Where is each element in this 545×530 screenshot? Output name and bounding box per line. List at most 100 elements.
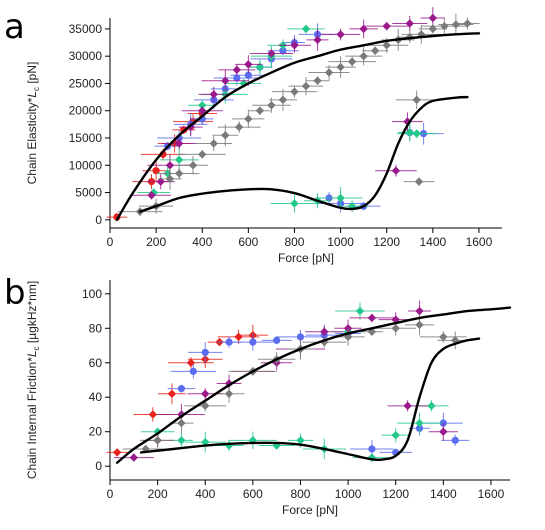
data-point bbox=[244, 114, 253, 124]
data-point bbox=[148, 410, 158, 419]
chart-chain-elasticity: 0 200 400 600 800 1000 1200 1400 1600 0 5000 10000 1… bbox=[25, 7, 502, 265]
data-point bbox=[177, 418, 186, 428]
data-point bbox=[233, 74, 241, 82]
y-tick-label: 15000 bbox=[69, 131, 103, 145]
data-point bbox=[244, 71, 252, 79]
data-point bbox=[359, 24, 368, 34]
series-magenta bbox=[132, 7, 446, 200]
x-axis-label: Force [pN] bbox=[282, 503, 338, 517]
data-point bbox=[415, 320, 424, 330]
y-tick-label: 80 bbox=[89, 321, 103, 335]
data-point bbox=[368, 445, 376, 453]
data-point bbox=[232, 65, 242, 75]
x-tick-label: 400 bbox=[192, 235, 212, 249]
data-point bbox=[359, 51, 368, 61]
data-point bbox=[301, 24, 311, 34]
data-point bbox=[156, 177, 165, 186]
x-tick-label: 800 bbox=[284, 235, 304, 249]
data-point bbox=[201, 348, 209, 357]
fit-curve bbox=[138, 95, 469, 213]
series-blue bbox=[167, 324, 470, 458]
data-point bbox=[273, 336, 281, 344]
data-point bbox=[198, 101, 207, 110]
data-point bbox=[391, 324, 400, 333]
series-blue bbox=[154, 23, 444, 213]
x-tick-label: 600 bbox=[238, 235, 258, 249]
data-point bbox=[405, 128, 414, 137]
data-point bbox=[267, 49, 276, 58]
data-point bbox=[224, 389, 234, 398]
data-point bbox=[428, 24, 438, 34]
data-point bbox=[290, 199, 299, 208]
panel-letter-a: a bbox=[4, 7, 25, 47]
data-point bbox=[391, 430, 400, 440]
data-point bbox=[301, 81, 311, 91]
data-point bbox=[382, 21, 391, 31]
data-point bbox=[152, 167, 160, 175]
data-point bbox=[439, 332, 448, 342]
series-green bbox=[140, 302, 449, 462]
x-tick-label: 200 bbox=[148, 487, 168, 501]
panel-letter-b: b bbox=[4, 273, 26, 313]
data-point bbox=[234, 122, 244, 132]
data-point bbox=[189, 367, 197, 375]
x-tick-label: 1200 bbox=[373, 235, 400, 249]
data-point bbox=[234, 332, 243, 342]
y-tick-label: 20 bbox=[89, 425, 103, 439]
data-point bbox=[177, 385, 186, 393]
data-point bbox=[290, 41, 299, 50]
data-point bbox=[267, 101, 276, 110]
data-point bbox=[174, 139, 184, 148]
data-point bbox=[201, 389, 210, 398]
data-point bbox=[336, 193, 345, 203]
x-tick-label: 1000 bbox=[327, 235, 354, 249]
data-point bbox=[209, 139, 218, 148]
x-tick-label: 1000 bbox=[335, 487, 362, 501]
data-point bbox=[209, 90, 218, 99]
data-point bbox=[415, 418, 424, 428]
data-point bbox=[244, 60, 253, 69]
data-point bbox=[249, 338, 257, 346]
data-point bbox=[370, 46, 380, 55]
data-point bbox=[313, 35, 322, 45]
series-red bbox=[106, 324, 269, 457]
data-point bbox=[255, 106, 265, 115]
x-axis-label: Force [pN] bbox=[278, 251, 334, 265]
x-tick-label: 800 bbox=[290, 487, 310, 501]
data-point bbox=[278, 95, 288, 105]
data-point bbox=[313, 76, 322, 85]
data-point bbox=[129, 453, 139, 462]
data-point bbox=[412, 129, 421, 138]
data-point bbox=[198, 106, 207, 115]
y-tick-label: 20000 bbox=[69, 104, 103, 118]
data-point bbox=[239, 79, 248, 88]
series-green bbox=[137, 24, 437, 213]
data-point bbox=[174, 169, 184, 178]
fit-curve bbox=[139, 337, 481, 462]
data-point bbox=[428, 13, 438, 23]
x-tick-label: 600 bbox=[243, 487, 263, 501]
fit-curve bbox=[115, 32, 481, 222]
data-point bbox=[174, 155, 184, 165]
x-tick-label: 1600 bbox=[478, 487, 505, 501]
x-tick-label: 1200 bbox=[382, 487, 409, 501]
data-point bbox=[405, 19, 414, 28]
x-tick-label: 1400 bbox=[430, 487, 457, 501]
data-point bbox=[296, 333, 305, 341]
y-tick-label: 30000 bbox=[69, 49, 103, 63]
data-point bbox=[367, 313, 377, 323]
data-point bbox=[221, 76, 230, 85]
data-point bbox=[255, 62, 265, 72]
series-gray bbox=[117, 13, 480, 216]
data-point bbox=[412, 95, 421, 105]
x-tick-label: 0 bbox=[107, 487, 114, 501]
data-point bbox=[167, 389, 177, 398]
data-point bbox=[221, 131, 230, 140]
data-point bbox=[186, 358, 196, 367]
data-point bbox=[225, 338, 233, 346]
x-tick-label: 200 bbox=[146, 235, 166, 249]
data-point bbox=[147, 191, 156, 200]
y-tick-label: 10000 bbox=[69, 158, 103, 172]
y-tick-label: 0 bbox=[95, 213, 102, 227]
y-tick-label: 100 bbox=[82, 287, 102, 301]
